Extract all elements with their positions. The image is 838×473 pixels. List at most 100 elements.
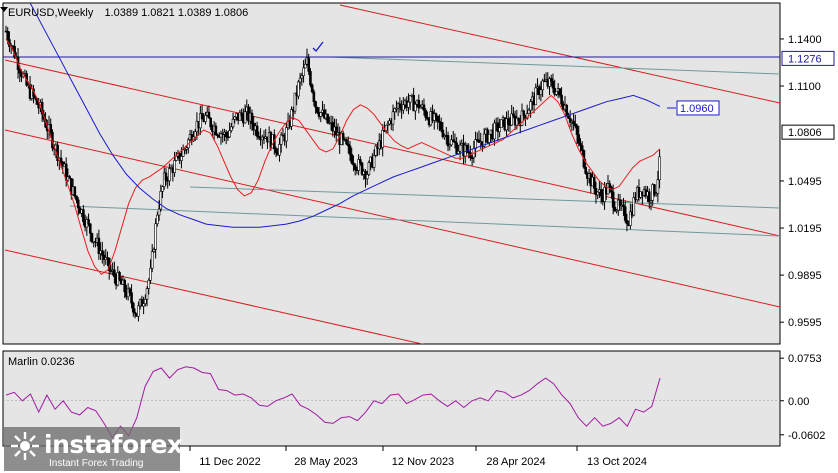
candle [278,137,281,162]
dropdown-arrow-icon[interactable] [0,7,8,12]
candle [199,105,202,135]
candle [345,138,348,146]
candle [228,122,231,138]
candle [555,91,558,96]
candle [147,278,151,295]
candle [534,83,538,106]
candle [658,149,661,189]
moving-averages [5,3,661,275]
x-tick-label: 12 Nov 2023 [392,456,454,468]
candle [159,184,163,212]
candle [654,191,658,197]
candle [137,301,140,322]
candle [128,287,132,296]
channel-bottom-line [4,249,425,344]
candle [506,110,510,132]
candle [312,89,316,107]
candle [75,195,78,204]
candle [453,133,457,149]
candle [625,213,629,232]
ohlc-values: 1.0389 1.0821 1.0389 1.0806 [104,7,248,19]
candle [183,147,187,155]
main-plot-area[interactable] [2,2,781,345]
candle [577,125,581,147]
candle [391,104,395,132]
candle [465,143,469,154]
candle [334,118,338,142]
candle [414,101,417,120]
candle [350,147,354,165]
candle [572,113,575,131]
candle [88,223,92,242]
candle [87,213,90,227]
candle [154,218,157,259]
logo-name: instaforex [44,430,183,459]
candle [496,117,500,142]
candle [367,160,371,176]
osc-tick-label: -0.0602 [788,430,825,442]
gray-channel-mid [189,186,780,209]
candle [477,130,481,143]
candle [144,294,147,307]
candles-layer [4,25,661,322]
candle [417,94,421,114]
candle [307,53,311,75]
candle [548,76,551,96]
candle [131,301,135,317]
candle [145,286,149,307]
candle [357,154,360,176]
y-tick-label: 1.1100 [788,81,821,93]
x-tick-label: 13 Oct 2024 [587,456,647,468]
candle [353,163,357,176]
candle [316,106,319,115]
candle [130,284,133,309]
y-tick-label: 0.9895 [788,270,822,282]
candle [541,78,544,98]
candle [448,143,452,151]
candle [381,124,384,157]
ma-red-line [5,38,661,275]
candle [204,111,207,125]
candle [255,121,259,140]
candle [422,98,426,116]
candle [150,244,154,273]
candle [240,108,243,122]
osc-tick-label: 0.0753 [788,353,822,365]
candle [408,95,412,111]
candle [238,109,242,121]
candle [436,115,440,130]
candle [174,151,178,162]
y-tick-label: 1.1400 [788,34,822,46]
candle [432,109,436,130]
candle [565,103,569,117]
candle [303,58,307,69]
candle [352,155,355,172]
candle [618,193,622,212]
candle [446,131,450,152]
candle [551,73,555,93]
candle [441,121,445,139]
candle [424,108,427,121]
candle [359,156,362,166]
candle [629,203,632,230]
svg-text:1.0806: 1.0806 [788,127,822,139]
y-tick-label: 0.9595 [788,317,822,329]
instaforex-logo: instaforex Instant Forex Trading [4,427,183,471]
candle [331,116,335,137]
candle [606,175,610,195]
candle [613,201,617,213]
candle [622,197,625,216]
candle [407,93,410,115]
candle [181,144,185,157]
candle [549,74,553,87]
candle [527,108,531,114]
candle [498,118,501,138]
candle [419,104,422,109]
candle [279,132,283,153]
candle [285,122,288,149]
candle [568,110,572,128]
candle [293,92,297,115]
y-tick-label: 1.0495 [788,176,822,188]
candle [603,182,606,210]
